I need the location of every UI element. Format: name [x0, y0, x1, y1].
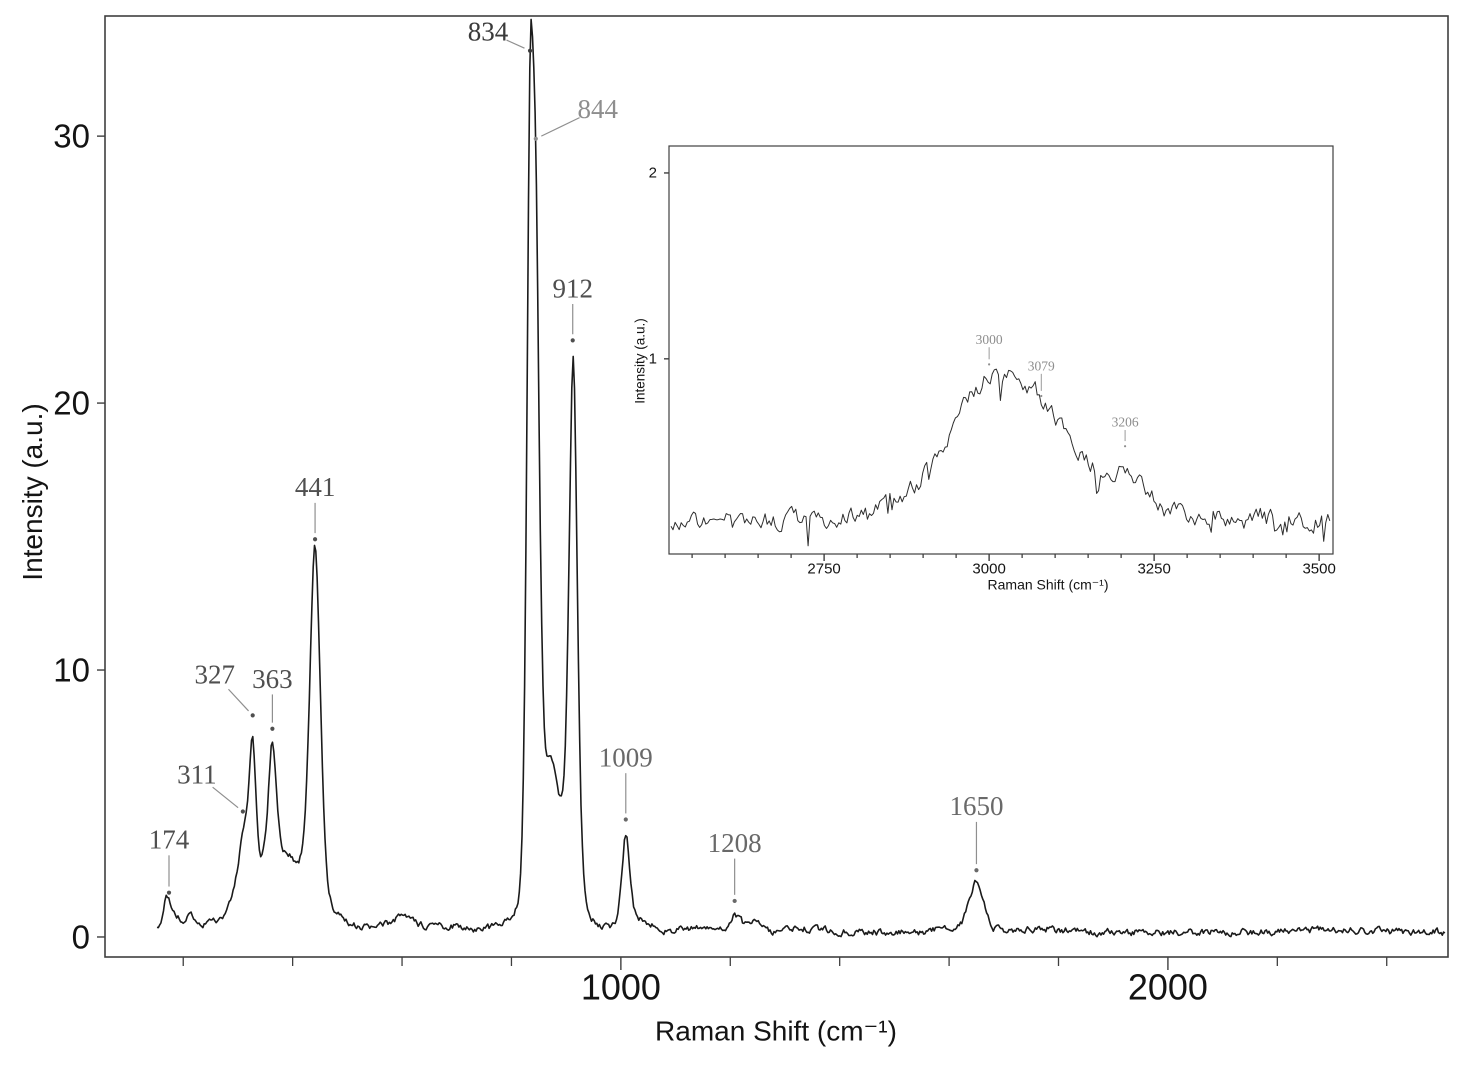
inset-xaxis-title: Raman Shift (cm⁻¹) [987, 576, 1109, 593]
main-peak-label-327: 327 [194, 659, 235, 689]
main-peak-leader-844 [541, 117, 580, 137]
main-xtick-label-1000: 1000 [581, 967, 661, 1008]
inset-xtick-label-3500: 3500 [1302, 560, 1335, 577]
inset-peak-label-3206: 3206 [1112, 415, 1139, 430]
main-peak-dot-912 [570, 338, 575, 343]
main-peak-dot-834 [527, 48, 533, 53]
inset-chart: 2750 3000 3250 3500 1 2 3000 3079 3206 [649, 145, 1336, 577]
inset-peak-dot-3000 [988, 363, 991, 366]
inset-ytick-label-2: 2 [649, 164, 657, 181]
main-peak-dot-174 [166, 890, 172, 895]
main-peak-dot-327 [250, 713, 255, 718]
inset-xtick-label-3250: 3250 [1137, 560, 1170, 577]
main-xtick-label-2000: 2000 [1128, 967, 1208, 1008]
main-peak-dot-1650 [974, 868, 979, 873]
main-peak-label-844: 844 [578, 94, 619, 124]
inset-xtick-label-3000: 3000 [972, 560, 1005, 577]
main-peak-leader-834 [506, 39, 525, 49]
inset-peak-label-3079: 3079 [1028, 359, 1055, 374]
inset-spectrum-trace [670, 368, 1331, 547]
main-peak-label-1208: 1208 [708, 828, 762, 858]
main-ytick-label-0: 0 [72, 918, 90, 955]
main-peak-label-912: 912 [552, 273, 593, 303]
main-ytick-label-30: 30 [53, 118, 90, 155]
main-peak-label-834: 834 [468, 17, 509, 47]
main-peak-label-174: 174 [149, 825, 190, 855]
main-peak-label-1650: 1650 [949, 791, 1003, 821]
main-peak-dot-441 [312, 537, 318, 542]
main-plot-border [104, 15, 1449, 958]
inset-yaxis-title: Intensity (a.u.) [632, 318, 648, 404]
main-peak-label-363: 363 [252, 664, 293, 694]
main-ytick-label-20: 20 [53, 385, 90, 422]
inset-peak-label-3000: 3000 [976, 332, 1003, 347]
inset-xtick-label-2750: 2750 [807, 560, 840, 577]
main-chart: 1000 2000 0 10 20 30 174 311 327 363 441 834 844 912 1… [53, 15, 1449, 1008]
main-peak-dot-1208 [732, 898, 737, 904]
inset-peak-dot-3206 [1123, 445, 1127, 448]
main-peak-dot-844 [533, 136, 538, 141]
main-peak-leader-311 [212, 786, 239, 809]
main-peak-dot-363 [270, 726, 275, 731]
main-peak-dot-1009 [623, 817, 628, 822]
main-peak-leader-327 [228, 688, 249, 712]
inset-plot-border [668, 145, 1334, 555]
main-ytick-label-10: 10 [53, 652, 90, 689]
main-xaxis-title: Raman Shift (cm⁻¹) [655, 1015, 897, 1047]
main-peak-label-441: 441 [295, 472, 336, 502]
main-peak-dot-311 [240, 809, 245, 814]
main-spectrum-trace [156, 18, 1446, 938]
inset-peak-dot-3079 [1040, 394, 1043, 398]
main-peak-label-311: 311 [177, 760, 217, 790]
main-peak-label-1009: 1009 [599, 743, 653, 773]
main-yaxis-title: Intensity (a.u.) [17, 403, 48, 581]
inset-ytick-label-1: 1 [649, 350, 657, 367]
